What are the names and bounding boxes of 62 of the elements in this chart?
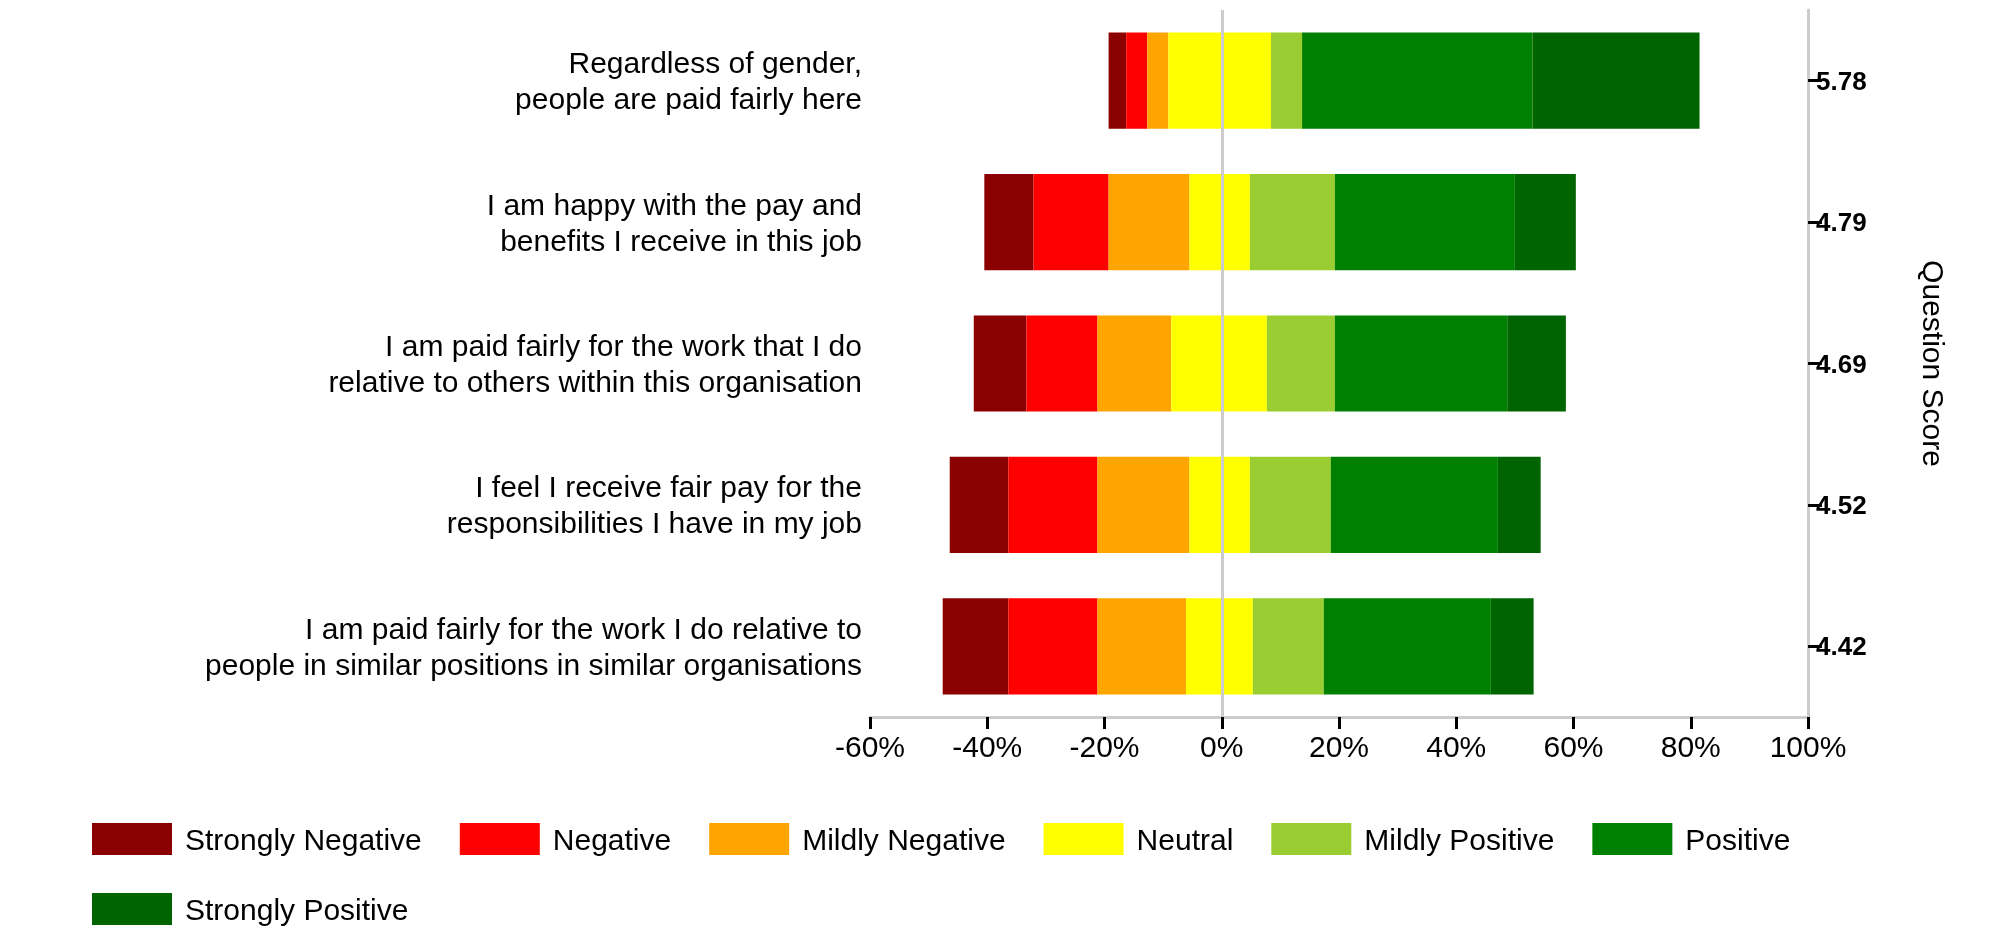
x-tick-label: 60%	[1543, 729, 1604, 763]
bar	[1097, 456, 1190, 553]
bar	[1108, 32, 1127, 129]
bar	[1507, 315, 1566, 412]
x-tick-label: -40%	[952, 729, 1023, 763]
bar	[1108, 174, 1190, 271]
bar	[1252, 598, 1324, 695]
bar	[1490, 598, 1534, 695]
bar	[949, 456, 1009, 553]
bar	[1532, 32, 1700, 129]
bar	[1168, 32, 1271, 129]
x-tick-label: -60%	[834, 729, 906, 763]
legend-label: Mildly Negative	[802, 822, 1006, 856]
bar	[1270, 32, 1303, 129]
x-tick-label: -20%	[1069, 729, 1140, 763]
y-tick-label: I am paid fairly for the work that I do relative to others within this organisation	[328, 329, 862, 398]
legend-label: Neutral	[1136, 822, 1234, 856]
bar	[1334, 174, 1515, 271]
bar	[942, 598, 1009, 695]
bar	[1026, 315, 1098, 412]
bar	[1126, 32, 1148, 129]
bar	[1097, 315, 1172, 412]
bar	[1249, 174, 1335, 271]
bar	[1189, 456, 1250, 553]
legend-label: Strongly Negative	[185, 822, 422, 856]
y-tick-label: I feel I receive fair pay for the responsibilities I have in my job	[446, 470, 862, 540]
bar	[1334, 315, 1508, 412]
y2-tick-label: 4.69	[1816, 348, 1867, 379]
x-tick-label: 100%	[1769, 729, 1847, 763]
y2-axis-title: Question Score	[1916, 260, 1950, 467]
y2-tick-label: 4.79	[1816, 207, 1867, 238]
bar	[1008, 456, 1098, 553]
bar	[1497, 456, 1541, 553]
bar	[1266, 315, 1335, 412]
bar	[1330, 456, 1498, 553]
bar	[1033, 174, 1109, 271]
bar	[973, 315, 1027, 412]
bar	[1249, 456, 1331, 553]
y2-tick-label: 4.52	[1816, 489, 1867, 520]
bar	[984, 174, 1034, 271]
x-tick-label: 0%	[1200, 729, 1244, 763]
x-tick-label: 40%	[1426, 729, 1487, 763]
bar	[1097, 598, 1186, 695]
y2-tick-label: 4.42	[1816, 631, 1867, 662]
legend-label: Positive	[1685, 822, 1791, 856]
y2-tick-label: 5.78	[1816, 65, 1867, 96]
legend-label: Strongly Positive	[185, 892, 409, 926]
bar	[1189, 174, 1250, 271]
y-tick-label: Regardless of gender, people are paid fairly here	[515, 46, 862, 116]
bar	[1323, 598, 1491, 695]
legend-label: Negative	[552, 822, 672, 856]
bar	[1171, 315, 1267, 412]
bar	[1185, 598, 1253, 695]
legend-label: Mildly Positive	[1364, 822, 1555, 856]
x-tick-label: 80%	[1660, 729, 1721, 763]
bar	[1302, 32, 1533, 129]
x-tick-label: 20%	[1308, 729, 1370, 763]
y-tick-label: I am paid fairly for the work I do relative to people in similar positions in similar organisations	[205, 611, 862, 681]
bar	[1008, 598, 1098, 695]
bar	[1147, 32, 1169, 129]
bar	[1514, 174, 1576, 271]
y-tick-label: I am happy with the pay and benefits I receive in this job	[486, 187, 862, 257]
